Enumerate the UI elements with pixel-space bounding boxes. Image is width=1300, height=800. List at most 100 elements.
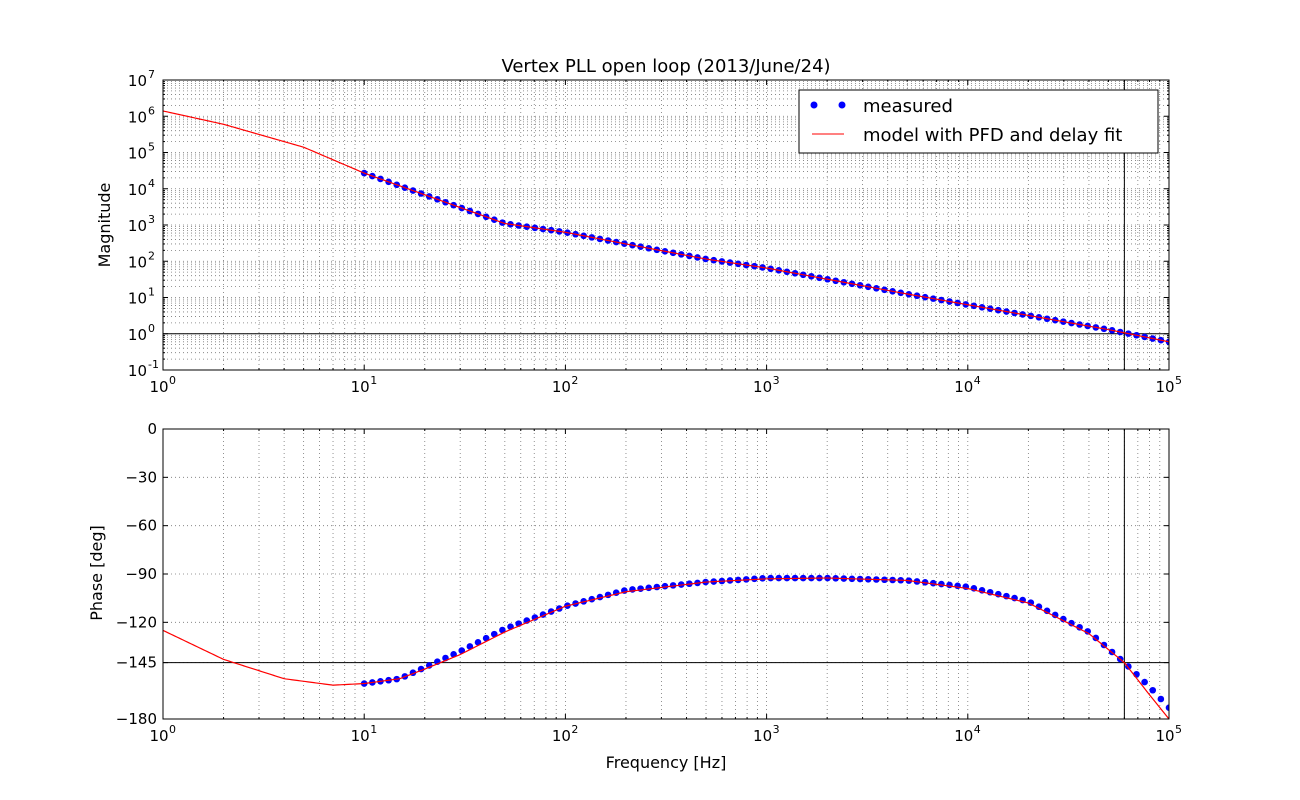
measured-point	[1076, 623, 1083, 631]
y-tick-exponent: 3	[148, 213, 155, 226]
measured-point	[466, 643, 474, 650]
x-tick-exponent: 1	[370, 723, 377, 736]
measured-point	[661, 582, 669, 590]
y-tick-label: 10	[128, 217, 147, 235]
x-tick-exponent: 5	[1175, 723, 1182, 736]
measured-point	[490, 630, 498, 638]
x-tick-label: 10	[1155, 378, 1174, 396]
grid	[162, 80, 1169, 371]
magnitude-plot: 10 0 10 1 10 2 10 3 10 4 10 510 -110 010 110 210 310 410 5…	[128, 68, 1182, 396]
y-tick-label: 10	[128, 108, 147, 126]
x-tick-exponent: 0	[169, 374, 176, 387]
x-tick-label: 10	[954, 727, 973, 745]
y-tick-label: 10	[128, 253, 147, 271]
y-tick-exponent: 7	[148, 68, 155, 81]
y-tick-label: 10	[128, 145, 147, 163]
chart-title: Vertex PLL open loop (2013/June/24)	[501, 56, 830, 77]
measured-point	[531, 614, 539, 621]
x-tick-exponent: 4	[974, 374, 981, 387]
measured-point	[767, 574, 774, 582]
y-tick-label: 10	[128, 326, 147, 344]
x-tick-label: 10	[552, 378, 571, 396]
y-tick-label: −180	[116, 710, 157, 728]
x-tick-exponent: 0	[169, 723, 176, 736]
x-tick-exponent: 5	[1175, 374, 1182, 387]
measured-point	[1027, 599, 1035, 606]
frequency-axis-label: Frequency [Hz]	[606, 753, 727, 772]
measured-point	[751, 575, 758, 583]
measured-point	[946, 581, 953, 589]
y-tick-label: −120	[116, 613, 157, 631]
measured-point	[499, 626, 506, 634]
x-tick-label: 10	[351, 727, 370, 745]
grid	[162, 428, 1169, 720]
measured-point	[1051, 611, 1059, 619]
series-group	[163, 574, 1169, 719]
y-tick-exponent: -1	[148, 358, 159, 371]
x-tick-exponent: 3	[773, 374, 780, 387]
y-tick-exponent: 0	[148, 322, 155, 335]
measured-point	[1060, 615, 1067, 623]
y-tick-label: −145	[116, 654, 157, 672]
y-tick-label: 10	[128, 290, 147, 308]
y-tick-label: 10	[128, 362, 147, 380]
y-tick-label: 10	[128, 72, 147, 90]
measured-point	[1068, 619, 1075, 627]
x-tick-exponent: 4	[974, 723, 981, 736]
measured-point	[1149, 686, 1157, 694]
measured-point	[669, 582, 677, 589]
y-tick-label: −60	[125, 517, 157, 535]
measured-point	[929, 579, 937, 587]
measured-point	[653, 583, 661, 591]
x-tick-exponent: 3	[773, 723, 780, 736]
y-tick-exponent: 4	[148, 177, 155, 190]
measured-point	[637, 585, 644, 592]
measured-point	[1035, 603, 1043, 611]
measured-point	[458, 647, 466, 654]
phase-plot: 10 0 10 1 10 2 10 3 10 4 10 50−30−60−90−120−145−180	[116, 420, 1182, 745]
measured-point	[759, 575, 766, 582]
measured-point	[1165, 704, 1169, 712]
magnitude-axis-label: Magnitude	[95, 183, 114, 268]
measured-point	[645, 584, 653, 592]
x-tick-exponent: 2	[571, 374, 578, 387]
measured-point	[1092, 634, 1100, 642]
legend: measured model with PFD and delay fit	[798, 89, 1159, 154]
y-tick-label: 0	[147, 420, 157, 438]
measured-point	[1043, 607, 1051, 615]
x-tick-label: 10	[753, 378, 772, 396]
measured-point	[482, 634, 490, 642]
measured-point	[1157, 695, 1165, 703]
measured-point	[775, 574, 783, 582]
x-tick-label: 10	[954, 378, 973, 396]
x-tick-label: 10	[1155, 727, 1174, 745]
measured-point	[954, 582, 961, 590]
model-line	[163, 110, 1169, 343]
y-tick-exponent: 2	[148, 249, 155, 262]
legend-label-model: model with PFD and delay fit	[863, 125, 1122, 146]
x-tick-label: 10	[552, 727, 571, 745]
y-tick-exponent: 5	[148, 141, 155, 154]
y-tick-label: −30	[125, 468, 157, 486]
x-tick-exponent: 2	[571, 723, 578, 736]
x-tick-label: 10	[753, 727, 772, 745]
x-tick-label: 10	[149, 378, 168, 396]
measured-point	[1084, 628, 1092, 635]
plot-frame	[162, 428, 1170, 720]
model-line	[163, 577, 1169, 719]
y-tick-exponent: 6	[148, 104, 155, 117]
measured-point	[1141, 678, 1148, 686]
y-tick-exponent: 1	[148, 286, 155, 299]
phase-axis-label: Phase [deg]	[87, 525, 106, 621]
legend-box	[798, 89, 1159, 154]
legend-marker-measured	[838, 101, 846, 109]
measured-point	[474, 639, 482, 646]
x-tick-label: 10	[351, 378, 370, 396]
legend-label-measured: measured	[863, 96, 953, 117]
y-tick-label: −90	[125, 565, 157, 583]
x-tick-label: 10	[149, 727, 168, 745]
legend-marker-measured	[810, 101, 818, 109]
x-tick-exponent: 1	[370, 374, 377, 387]
y-tick-label: 10	[128, 181, 147, 199]
